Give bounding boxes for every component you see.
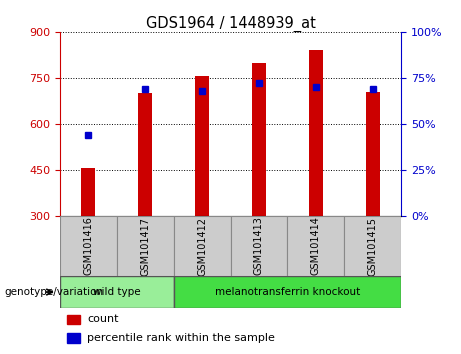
Bar — [67, 333, 80, 343]
Bar — [287, 216, 344, 276]
Text: genotype/variation: genotype/variation — [5, 287, 104, 297]
Text: GSM101417: GSM101417 — [140, 217, 150, 275]
Bar — [366, 92, 380, 216]
Text: percentile rank within the sample: percentile rank within the sample — [87, 333, 275, 343]
Bar — [344, 216, 401, 276]
Bar — [60, 276, 174, 308]
Bar — [174, 276, 401, 308]
Bar — [81, 169, 95, 216]
Text: GSM101412: GSM101412 — [197, 217, 207, 275]
Bar — [174, 216, 230, 276]
Text: count: count — [87, 314, 119, 325]
Bar — [230, 216, 287, 276]
Bar — [117, 216, 174, 276]
Bar — [67, 315, 80, 324]
Bar — [309, 50, 323, 216]
Bar — [138, 93, 152, 216]
Text: GSM101414: GSM101414 — [311, 217, 321, 275]
Text: GSM101413: GSM101413 — [254, 217, 264, 275]
Text: GSM101415: GSM101415 — [367, 217, 378, 275]
Title: GDS1964 / 1448939_at: GDS1964 / 1448939_at — [146, 16, 315, 32]
Bar — [60, 216, 117, 276]
Text: wild type: wild type — [93, 287, 141, 297]
Bar — [252, 63, 266, 216]
Bar — [195, 76, 209, 216]
Text: melanotransferrin knockout: melanotransferrin knockout — [215, 287, 360, 297]
Text: GSM101416: GSM101416 — [83, 217, 94, 275]
